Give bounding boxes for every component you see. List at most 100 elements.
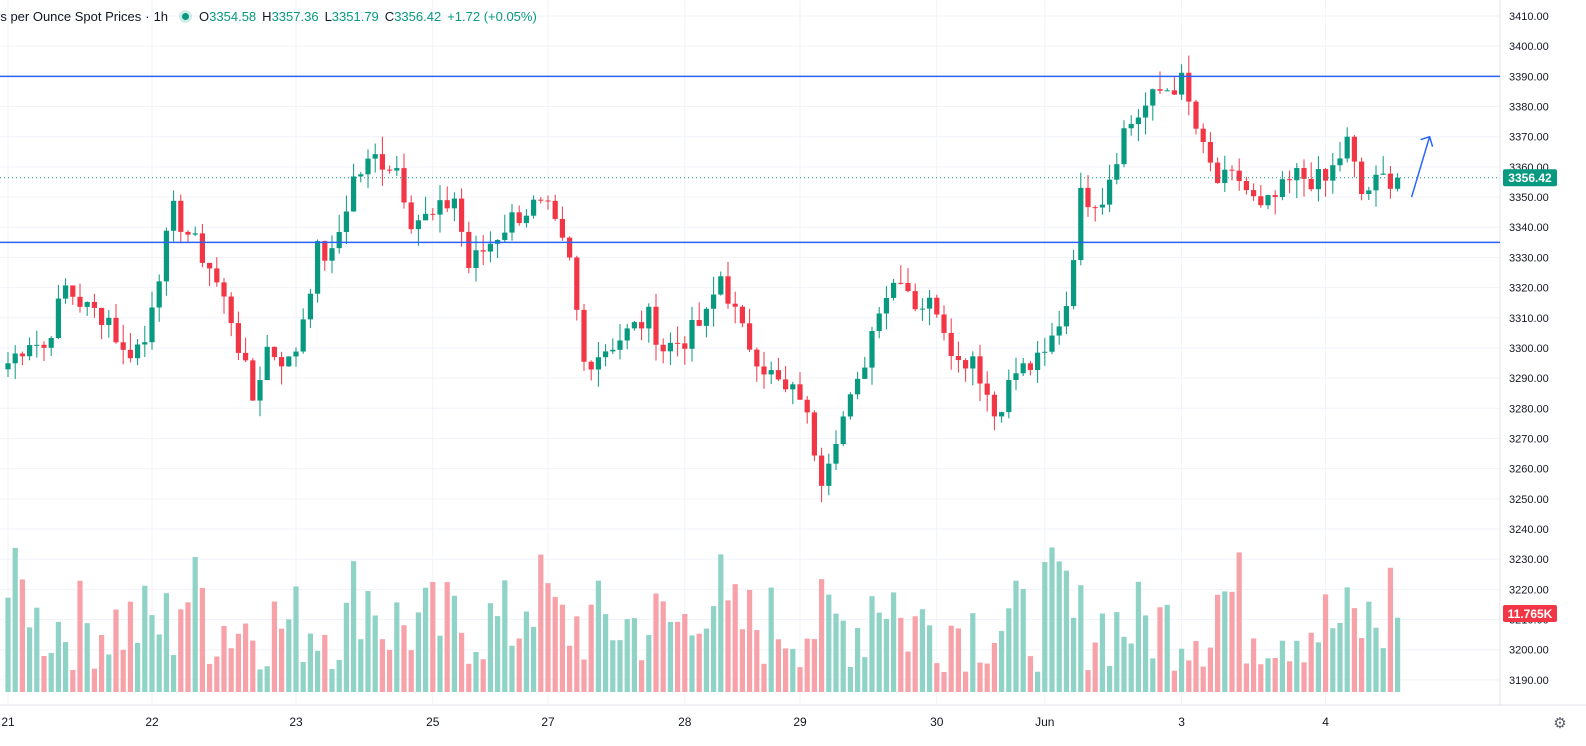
- volume-bar: [315, 650, 321, 692]
- candle-body: [1092, 207, 1098, 209]
- candle-body: [1071, 260, 1077, 307]
- candle-body: [1229, 169, 1235, 171]
- volume-bar: [1099, 613, 1105, 692]
- price-tick-label: 3330.00: [1509, 252, 1549, 264]
- candle-body: [365, 158, 371, 175]
- candle-body: [1035, 352, 1041, 370]
- symbol-title[interactable]: rs per Ounce Spot Prices: [0, 8, 142, 24]
- candle-body: [862, 367, 868, 379]
- candle-body: [1135, 117, 1141, 125]
- candle-body: [235, 323, 241, 353]
- volume-bar: [646, 634, 652, 692]
- arrow-head: [1420, 135, 1434, 147]
- candle-body: [891, 282, 897, 298]
- candle-body: [91, 301, 97, 308]
- candle-body: [1157, 89, 1163, 91]
- title-separator: ·: [145, 8, 150, 24]
- volume-bar: [768, 587, 774, 692]
- volume-bar: [113, 609, 119, 692]
- candle-body: [754, 349, 760, 367]
- candle-body: [603, 351, 609, 358]
- volume-bar: [703, 628, 709, 692]
- candle-body: [293, 351, 299, 357]
- volume-bar: [675, 621, 681, 692]
- candle-body: [509, 212, 515, 233]
- candle-body: [660, 344, 666, 352]
- candle-body: [610, 349, 616, 352]
- candle-body: [1128, 124, 1134, 129]
- candle-body: [790, 384, 796, 390]
- volume-bar: [1243, 663, 1249, 692]
- volume-bar: [855, 628, 861, 692]
- volume-bar: [1171, 670, 1177, 692]
- volume-bar: [1186, 660, 1192, 692]
- price-tick-label: 3190.00: [1509, 675, 1549, 687]
- volume-bar: [1020, 588, 1026, 692]
- volume-bar: [437, 635, 443, 692]
- price-tick-label: 3380.00: [1509, 102, 1549, 114]
- candle-body: [667, 342, 673, 352]
- candle-body: [192, 233, 198, 235]
- candle-body: [1107, 179, 1113, 205]
- volume-bar: [70, 669, 76, 692]
- candle-body: [1193, 101, 1199, 129]
- volume-bar: [430, 581, 436, 692]
- time-axis-label: Jun: [1035, 715, 1054, 729]
- candle-body: [811, 412, 817, 456]
- volume-bar: [682, 614, 688, 692]
- volume-bar: [725, 600, 731, 692]
- candle-body: [466, 231, 472, 268]
- candle-body: [437, 200, 443, 215]
- volume-bar: [1301, 662, 1307, 692]
- volume-bar: [1373, 627, 1379, 692]
- candle-body: [588, 361, 594, 370]
- volume-bar: [250, 640, 256, 692]
- open-label: O: [199, 8, 210, 24]
- candle-body: [264, 346, 270, 381]
- candle-body: [581, 309, 587, 362]
- candle-body: [833, 444, 839, 464]
- gear-icon[interactable]: ⚙: [1553, 715, 1567, 732]
- candle-body: [1222, 169, 1228, 183]
- volume-bar: [91, 668, 97, 692]
- price-tick-label: 3290.00: [1509, 373, 1549, 385]
- candle-body: [718, 276, 724, 295]
- candle-body: [358, 174, 364, 177]
- volume-bar: [1035, 671, 1041, 692]
- volume-bar: [574, 616, 580, 692]
- volume-bar: [322, 634, 328, 692]
- volume-bar: [1236, 552, 1242, 692]
- volume-bar: [761, 663, 767, 692]
- candle-body: [725, 276, 731, 304]
- candle-body: [63, 285, 69, 299]
- candle-body: [322, 241, 328, 261]
- candle-body: [430, 213, 436, 215]
- candle-body: [855, 378, 861, 395]
- time-axis-label: 27: [541, 715, 555, 729]
- price-tick-label: 3390.00: [1509, 71, 1549, 83]
- candle-body: [675, 342, 681, 344]
- volume-bar: [833, 613, 839, 692]
- volume-bar: [1337, 622, 1343, 692]
- price-tick-label: 3320.00: [1509, 283, 1549, 295]
- volume-bar: [1027, 656, 1033, 692]
- last-volume-label: 11.765K: [1508, 607, 1553, 621]
- candle-body: [567, 237, 573, 258]
- candle-body: [84, 301, 90, 307]
- interval-label[interactable]: 1h: [153, 8, 169, 24]
- volume-bar: [1006, 608, 1012, 692]
- volume-bar: [1063, 570, 1069, 692]
- volume-bar: [1085, 670, 1091, 692]
- candle-body: [250, 360, 256, 401]
- volume-bar: [466, 663, 472, 692]
- volume-bar: [1308, 632, 1314, 692]
- price-tick-label: 3370.00: [1509, 132, 1549, 144]
- volume-bar: [775, 639, 781, 692]
- volume-bar: [135, 642, 141, 692]
- candle-body: [1164, 90, 1170, 92]
- candle-body: [617, 340, 623, 350]
- volume-bar: [1114, 612, 1120, 692]
- candle-body: [1359, 161, 1365, 194]
